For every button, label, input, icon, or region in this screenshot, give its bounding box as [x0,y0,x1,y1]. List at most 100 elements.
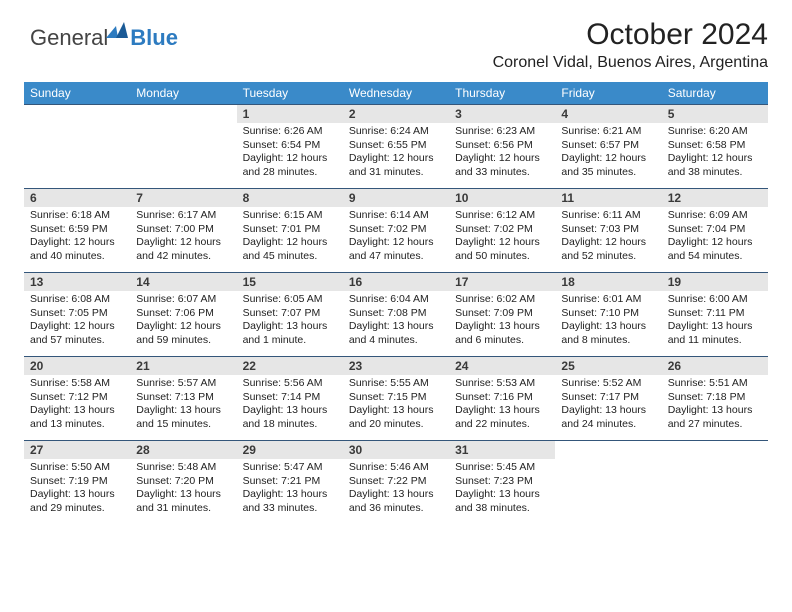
daylight-line2: and 57 minutes. [30,334,124,348]
sunrise-line: Sunrise: 6:18 AM [30,209,124,223]
daylight-line1: Daylight: 12 hours [243,152,337,166]
sunset-line: Sunset: 6:57 PM [561,139,655,153]
calendar-day-cell: 7Sunrise: 6:17 AMSunset: 7:00 PMDaylight… [130,189,236,273]
day-content: Sunrise: 6:18 AMSunset: 6:59 PMDaylight:… [24,207,130,268]
calendar-day-cell: 3Sunrise: 6:23 AMSunset: 6:56 PMDaylight… [449,105,555,189]
calendar-body: ....1Sunrise: 6:26 AMSunset: 6:54 PMDayl… [24,105,768,525]
calendar-day-cell: 16Sunrise: 6:04 AMSunset: 7:08 PMDayligh… [343,273,449,357]
day-number: 10 [449,189,555,207]
daylight-line2: and 24 minutes. [561,418,655,432]
daylight-line1: Daylight: 13 hours [243,320,337,334]
day-content: Sunrise: 5:51 AMSunset: 7:18 PMDaylight:… [662,375,768,436]
sunrise-line: Sunrise: 6:11 AM [561,209,655,223]
day-number: 14 [130,273,236,291]
daylight-line2: and 59 minutes. [136,334,230,348]
weekday-header-row: Sunday Monday Tuesday Wednesday Thursday… [24,82,768,105]
calendar-day-cell: 31Sunrise: 5:45 AMSunset: 7:23 PMDayligh… [449,441,555,525]
calendar-day-cell: 28Sunrise: 5:48 AMSunset: 7:20 PMDayligh… [130,441,236,525]
day-number: 7 [130,189,236,207]
day-number: 1 [237,105,343,123]
calendar-day-cell: 17Sunrise: 6:02 AMSunset: 7:09 PMDayligh… [449,273,555,357]
daylight-line2: and 20 minutes. [349,418,443,432]
daylight-line2: and 13 minutes. [30,418,124,432]
sunset-line: Sunset: 7:12 PM [30,391,124,405]
day-number: 5 [662,105,768,123]
calendar-day-cell: 26Sunrise: 5:51 AMSunset: 7:18 PMDayligh… [662,357,768,441]
day-content: Sunrise: 6:02 AMSunset: 7:09 PMDaylight:… [449,291,555,352]
weekday-header: Tuesday [237,82,343,105]
day-number: 18 [555,273,661,291]
calendar-day-cell: 4Sunrise: 6:21 AMSunset: 6:57 PMDaylight… [555,105,661,189]
logo-word2: Blue [130,25,178,51]
daylight-line2: and 33 minutes. [243,502,337,516]
day-number: 26 [662,357,768,375]
calendar-day-cell: 18Sunrise: 6:01 AMSunset: 7:10 PMDayligh… [555,273,661,357]
sunset-line: Sunset: 7:18 PM [668,391,762,405]
daylight-line1: Daylight: 12 hours [561,236,655,250]
calendar-day-cell: 30Sunrise: 5:46 AMSunset: 7:22 PMDayligh… [343,441,449,525]
daylight-line1: Daylight: 12 hours [668,236,762,250]
calendar-day-cell: 29Sunrise: 5:47 AMSunset: 7:21 PMDayligh… [237,441,343,525]
calendar-day-cell: 13Sunrise: 6:08 AMSunset: 7:05 PMDayligh… [24,273,130,357]
day-number: 13 [24,273,130,291]
daylight-line1: Daylight: 13 hours [455,404,549,418]
calendar-day-cell: 19Sunrise: 6:00 AMSunset: 7:11 PMDayligh… [662,273,768,357]
day-number: 17 [449,273,555,291]
daylight-line2: and 31 minutes. [136,502,230,516]
day-number: 30 [343,441,449,459]
daylight-line1: Daylight: 13 hours [30,404,124,418]
weekday-header: Monday [130,82,236,105]
daylight-line1: Daylight: 13 hours [30,488,124,502]
calendar-day-cell: 1Sunrise: 6:26 AMSunset: 6:54 PMDaylight… [237,105,343,189]
sunrise-line: Sunrise: 6:21 AM [561,125,655,139]
day-content: Sunrise: 6:05 AMSunset: 7:07 PMDaylight:… [237,291,343,352]
day-content: Sunrise: 6:09 AMSunset: 7:04 PMDaylight:… [662,207,768,268]
daylight-line2: and 54 minutes. [668,250,762,264]
sunset-line: Sunset: 7:19 PM [30,475,124,489]
calendar-day-cell: 11Sunrise: 6:11 AMSunset: 7:03 PMDayligh… [555,189,661,273]
sunset-line: Sunset: 6:54 PM [243,139,337,153]
calendar-day-cell: 23Sunrise: 5:55 AMSunset: 7:15 PMDayligh… [343,357,449,441]
sunrise-line: Sunrise: 5:53 AM [455,377,549,391]
daylight-line1: Daylight: 12 hours [30,236,124,250]
logo-word1: General [30,25,108,51]
sunrise-line: Sunrise: 5:58 AM [30,377,124,391]
calendar-day-cell: 25Sunrise: 5:52 AMSunset: 7:17 PMDayligh… [555,357,661,441]
day-number: 25 [555,357,661,375]
day-number: 8 [237,189,343,207]
sunset-line: Sunset: 7:05 PM [30,307,124,321]
sunset-line: Sunset: 7:20 PM [136,475,230,489]
sunrise-line: Sunrise: 6:01 AM [561,293,655,307]
day-content: Sunrise: 6:17 AMSunset: 7:00 PMDaylight:… [130,207,236,268]
sunset-line: Sunset: 6:59 PM [30,223,124,237]
day-content: Sunrise: 6:12 AMSunset: 7:02 PMDaylight:… [449,207,555,268]
sunset-line: Sunset: 7:08 PM [349,307,443,321]
calendar-day-cell: 5Sunrise: 6:20 AMSunset: 6:58 PMDaylight… [662,105,768,189]
day-number: 20 [24,357,130,375]
day-number: 12 [662,189,768,207]
day-content: Sunrise: 5:45 AMSunset: 7:23 PMDaylight:… [449,459,555,520]
sunrise-line: Sunrise: 6:09 AM [668,209,762,223]
sunset-line: Sunset: 6:56 PM [455,139,549,153]
day-content: Sunrise: 6:08 AMSunset: 7:05 PMDaylight:… [24,291,130,352]
day-content: Sunrise: 6:11 AMSunset: 7:03 PMDaylight:… [555,207,661,268]
day-number: 3 [449,105,555,123]
calendar-day-cell: 10Sunrise: 6:12 AMSunset: 7:02 PMDayligh… [449,189,555,273]
daylight-line1: Daylight: 13 hours [668,320,762,334]
day-content: Sunrise: 5:47 AMSunset: 7:21 PMDaylight:… [237,459,343,520]
day-content: Sunrise: 6:26 AMSunset: 6:54 PMDaylight:… [237,123,343,184]
weekday-header: Saturday [662,82,768,105]
calendar-week-row: 6Sunrise: 6:18 AMSunset: 6:59 PMDaylight… [24,189,768,273]
day-content: Sunrise: 6:21 AMSunset: 6:57 PMDaylight:… [555,123,661,184]
sunset-line: Sunset: 7:09 PM [455,307,549,321]
day-content: Sunrise: 5:50 AMSunset: 7:19 PMDaylight:… [24,459,130,520]
calendar-day-cell: 12Sunrise: 6:09 AMSunset: 7:04 PMDayligh… [662,189,768,273]
calendar-day-cell: 22Sunrise: 5:56 AMSunset: 7:14 PMDayligh… [237,357,343,441]
daylight-line2: and 6 minutes. [455,334,549,348]
daylight-line1: Daylight: 13 hours [136,488,230,502]
sunrise-line: Sunrise: 6:17 AM [136,209,230,223]
daylight-line1: Daylight: 13 hours [349,488,443,502]
day-number: 11 [555,189,661,207]
daylight-line2: and 42 minutes. [136,250,230,264]
daylight-line2: and 8 minutes. [561,334,655,348]
